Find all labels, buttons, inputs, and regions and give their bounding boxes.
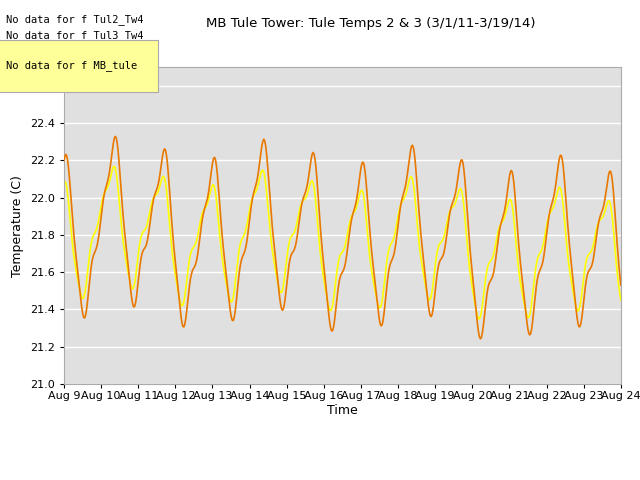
- Text: MB Tule Tower: Tule Temps 2 & 3 (3/1/11-3/19/14): MB Tule Tower: Tule Temps 2 & 3 (3/1/11-…: [207, 17, 536, 30]
- Tul2_Ts-8: [313, 211, 321, 216]
- Tul2_Ts-2: [617, 282, 625, 288]
- Tul2_Ts-2: [159, 148, 167, 154]
- Tul2_Ts-8: [389, 237, 397, 243]
- Tul2_Ts-8: [481, 279, 489, 285]
- Tul2_Ts-2: [60, 157, 68, 163]
- Text: No data for f Tul3_Tw4: No data for f Tul3_Tw4: [6, 30, 144, 41]
- Tul2_Ts-8: [476, 316, 483, 322]
- Tul2_Ts-2: [433, 274, 440, 280]
- Tul2_Ts-8: [60, 179, 68, 184]
- Text: No data for f Tul2_Tw4: No data for f Tul2_Tw4: [6, 14, 144, 25]
- Tul2_Ts-8: [433, 252, 440, 258]
- Text: No data for f MB_tule: No data for f MB_tule: [6, 60, 138, 72]
- Tul2_Ts-2: [477, 336, 484, 342]
- Tul2_Ts-8: [159, 173, 167, 179]
- Tul2_Ts-2: [111, 133, 119, 139]
- X-axis label: Time: Time: [327, 404, 358, 417]
- Tul2_Ts-8: [617, 297, 625, 303]
- Tul2_Ts-2: [204, 192, 212, 198]
- Tul2_Ts-2: [481, 307, 489, 312]
- Line: Tul2_Ts-8: Tul2_Ts-8: [64, 166, 621, 319]
- Y-axis label: Temperature (C): Temperature (C): [12, 175, 24, 276]
- Tul2_Ts-2: [389, 254, 397, 260]
- Line: Tul2_Ts-2: Tul2_Ts-2: [64, 136, 621, 339]
- Legend: Tul2_Ts-2, Tul2_Ts-8: Tul2_Ts-2, Tul2_Ts-8: [231, 475, 454, 480]
- Tul2_Ts-8: [110, 163, 118, 169]
- Text: No data for f Tul3_ts2: No data for f Tul3_ts2: [6, 45, 144, 56]
- Tul2_Ts-8: [204, 199, 212, 204]
- Tul2_Ts-2: [313, 175, 321, 181]
